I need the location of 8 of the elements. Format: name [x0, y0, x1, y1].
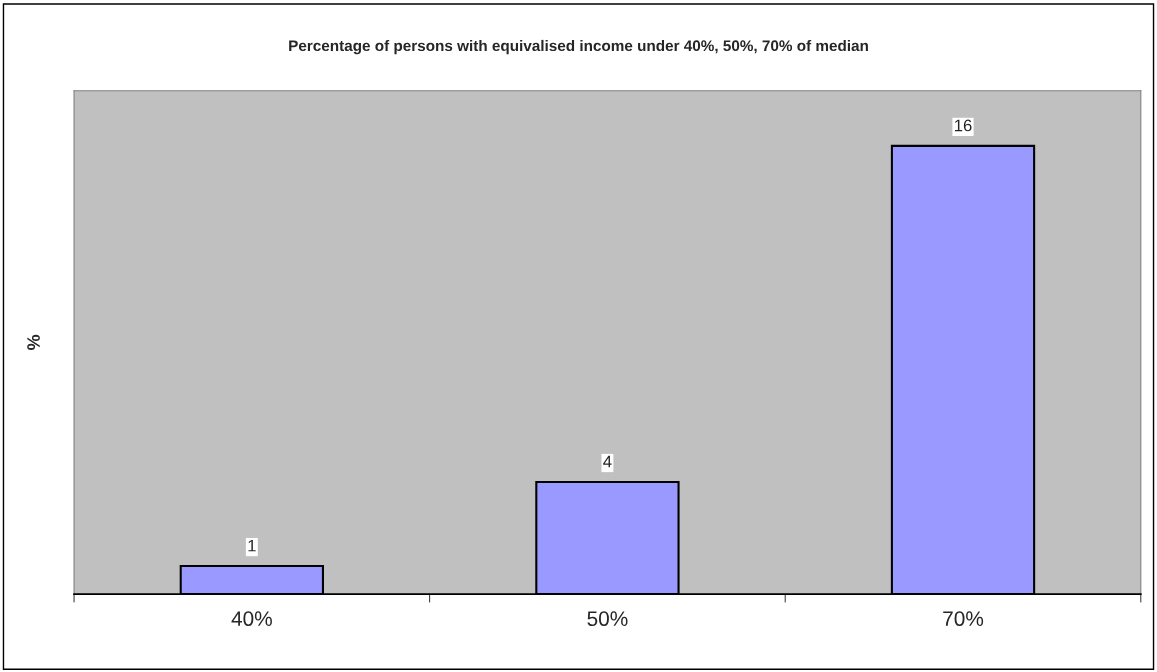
- x-tick-label: 70%: [943, 611, 984, 627]
- x-tick-label: 50%: [587, 611, 628, 627]
- data-label: 16: [955, 119, 972, 132]
- chart-title: Percentage of persons with equivalised income under 40%, 50%, 70% of median: [289, 39, 868, 55]
- data-label: 1: [248, 539, 256, 552]
- data-label: 4: [603, 455, 612, 468]
- y-axis-title: %: [27, 334, 40, 350]
- x-tick-label: 40%: [231, 611, 272, 627]
